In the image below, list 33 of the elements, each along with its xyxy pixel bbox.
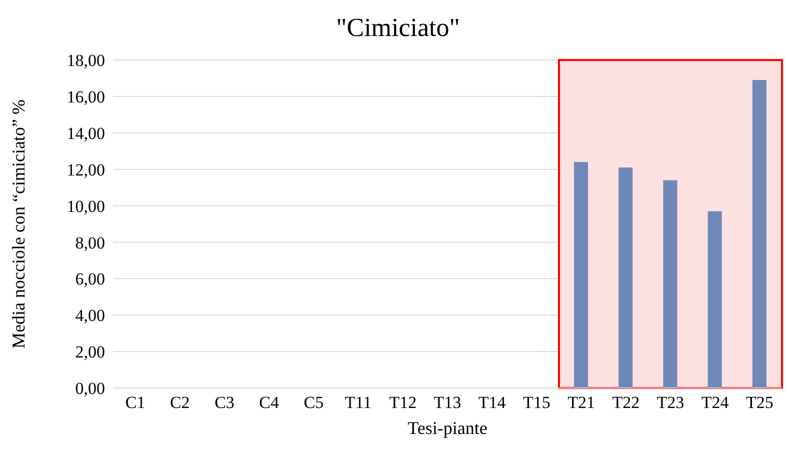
x-tick-label: T24 (701, 393, 730, 412)
chart-title: "Cimiciato" (335, 12, 461, 44)
y-tick-label: 10,00 (66, 196, 105, 216)
x-tick-label: T11 (344, 393, 372, 412)
x-tick-label: T23 (656, 393, 684, 412)
x-tick-label: C3 (214, 393, 234, 412)
y-tick-label: 18,00 (66, 51, 105, 70)
x-tick-label: T21 (568, 393, 595, 412)
x-tick-label: C1 (125, 393, 146, 412)
x-axis-title: Tesi-piante (408, 418, 488, 438)
y-tick-label: 6,00 (75, 270, 105, 289)
x-tick-label: C5 (304, 393, 324, 412)
bar (752, 80, 766, 388)
bar (663, 180, 678, 388)
y-tick-label: 16,00 (66, 87, 105, 106)
bar (618, 168, 633, 388)
x-tick-label: T14 (478, 393, 506, 412)
x-tick-label: T25 (746, 393, 774, 412)
y-tick-label: 14,00 (66, 124, 105, 143)
x-tick-label: C4 (259, 393, 280, 412)
bar (708, 211, 722, 388)
x-tick-label: T15 (523, 393, 550, 412)
x-tick-label: T22 (612, 393, 640, 412)
bar (574, 162, 588, 388)
y-tick-label: 4,00 (75, 306, 105, 326)
y-tick-label: 0,00 (75, 379, 105, 398)
x-tick-label: T12 (389, 393, 417, 412)
y-tick-label: 8,00 (75, 233, 105, 252)
y-tick-label: 12,00 (66, 160, 105, 180)
y-tick-label: 2,00 (75, 342, 105, 362)
x-tick-label: T13 (434, 393, 462, 412)
y-axis-title: Media nocciole con “cimiciato” % (8, 100, 28, 348)
x-tick-label: C2 (170, 393, 190, 412)
